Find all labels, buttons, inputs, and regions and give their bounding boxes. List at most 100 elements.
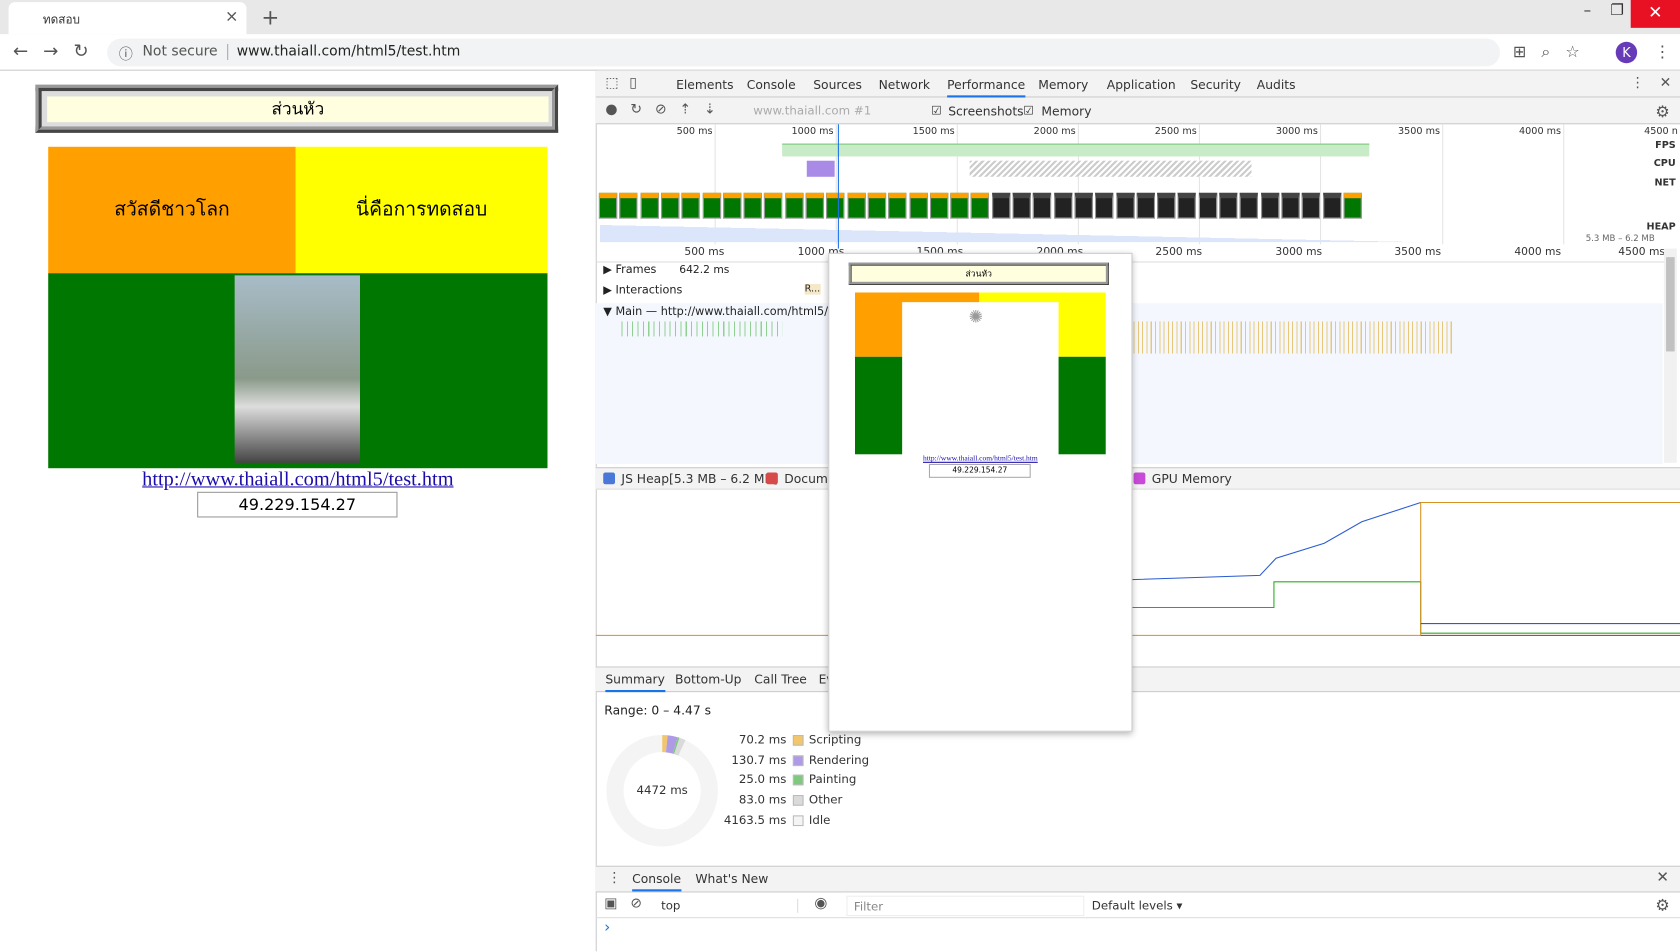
overview-tick: 3000 ms xyxy=(1275,126,1318,138)
devtools-tab[interactable]: Audits xyxy=(1256,77,1296,93)
popup-loading xyxy=(902,302,1059,463)
summary-name: Idle xyxy=(808,812,831,827)
bottom-tab[interactable]: Summary xyxy=(605,672,665,693)
fps-bar xyxy=(782,143,1370,157)
gear: ⚙ xyxy=(1655,101,1670,122)
filmstrip-frame xyxy=(1343,192,1362,219)
cpu-spike xyxy=(806,160,835,177)
cell-left: สวัสดีชาวโลก xyxy=(48,146,296,274)
timeline-tick: 500 ms xyxy=(684,246,725,259)
filmstrip-frame xyxy=(1157,192,1176,219)
filmstrip-frame xyxy=(1198,192,1217,219)
filmstrip-frame xyxy=(1281,192,1300,219)
summary-name: Rendering xyxy=(808,752,870,767)
donut-segment xyxy=(665,735,678,754)
counter-label: JS Heap[5.3 MB – 6.2 MB] xyxy=(621,471,778,487)
lane-label: CPU xyxy=(1653,158,1676,170)
console-gear: ⚙ xyxy=(1655,895,1670,916)
filmstrip-frame xyxy=(764,192,783,219)
heap-area xyxy=(600,225,1421,243)
drawer-tab[interactable]: Console xyxy=(632,871,682,892)
summary-swatch xyxy=(792,755,804,766)
screenshots-label: Screenshots xyxy=(948,103,1024,119)
filmstrip-frame xyxy=(1115,192,1135,219)
devtools-tab[interactable]: Sources xyxy=(813,77,862,93)
counter-check[interactable] xyxy=(603,472,616,485)
devtools-tab[interactable]: Application xyxy=(1106,77,1176,93)
devtools-tab[interactable]: Elements xyxy=(676,77,734,93)
summary-swatch xyxy=(792,815,804,826)
lane-label: NET xyxy=(1654,177,1676,189)
overview-grid xyxy=(956,124,958,245)
filmstrip-frame xyxy=(1219,192,1238,219)
levels[interactable]: Default levels ▾ xyxy=(1091,898,1183,913)
summary-swatch xyxy=(792,795,804,806)
timeline-tick: 3500 ms xyxy=(1394,246,1442,259)
range: Range: 0 – 4.47 s xyxy=(604,702,712,718)
nodes-line xyxy=(1131,581,1680,634)
filmstrip-frame xyxy=(660,192,680,219)
popup-ip: 49.229.154.27 xyxy=(928,463,1031,478)
filmstrip-frame xyxy=(1095,192,1114,219)
devtools-tab[interactable]: Network xyxy=(878,77,931,93)
lane-label: HEAP xyxy=(1646,221,1676,233)
timeline-tick: 1500 ms xyxy=(890,246,964,258)
summary-value: 130.7 ms xyxy=(731,752,787,767)
popup-link: http://www.thaiall.com/html5/test.htm xyxy=(922,454,1038,463)
filmstrip-frame xyxy=(805,192,824,219)
profile[interactable]: K xyxy=(1615,41,1638,64)
counter-check[interactable] xyxy=(766,472,778,485)
ip-box: 49.229.154.27 xyxy=(197,491,398,518)
filmstrip-frame xyxy=(826,192,845,219)
devtools-tab[interactable]: Console xyxy=(746,77,796,93)
overview-grid xyxy=(1077,124,1079,245)
context-select[interactable]: top xyxy=(661,898,799,913)
interactions-label: ▶ Interactions xyxy=(603,283,683,297)
overview-tick: 1000 ms xyxy=(791,126,834,138)
listeners-line xyxy=(595,501,1680,636)
link[interactable]: http://www.thaiall.com/html5/test.htm xyxy=(142,468,454,491)
summary-value: 25.0 ms xyxy=(738,772,787,787)
new-tab[interactable]: + xyxy=(261,4,280,31)
main-activity xyxy=(1133,321,1456,354)
devtools-tab[interactable]: Performance xyxy=(947,77,1026,98)
filmstrip-frame xyxy=(1322,192,1341,219)
filmstrip-frame xyxy=(888,192,907,219)
popup-header-frame xyxy=(848,262,1109,286)
timeline-tick: 2500 ms xyxy=(1155,246,1203,259)
bottom-tab[interactable]: Call Tree xyxy=(754,671,807,687)
timeline-tick: 4500 ms xyxy=(1618,246,1666,259)
devtools-icons: ⬚▯ xyxy=(605,75,648,92)
recording-select[interactable]: www.thaiall.com #1 xyxy=(753,103,872,118)
filter[interactable]: Filter xyxy=(846,895,1085,917)
devtools-tab[interactable]: Memory xyxy=(1038,77,1089,93)
overview-grid xyxy=(1320,124,1322,245)
memory-label: Memory xyxy=(1041,103,1092,119)
photo xyxy=(234,275,361,463)
cpu-hatch xyxy=(969,160,1252,177)
bottom-tabbar xyxy=(595,666,1680,693)
summary-swatch xyxy=(792,775,804,786)
tab[interactable] xyxy=(8,2,247,35)
filmstrip-frame xyxy=(929,192,948,219)
bottom-tab[interactable]: Bottom-Up xyxy=(675,671,742,687)
filmstrip-frame xyxy=(681,192,700,219)
nav-buttons: ←→↻ xyxy=(12,40,104,63)
counter-check[interactable] xyxy=(1133,472,1146,485)
omnibox[interactable] xyxy=(107,38,1501,67)
filmstrip-frame xyxy=(1033,192,1052,219)
drawer-menu: ⋮ xyxy=(607,870,622,887)
devtools-tab[interactable]: Security xyxy=(1190,77,1241,93)
donut-total: 4472 ms xyxy=(636,783,688,798)
main-activity xyxy=(621,321,783,337)
overview-tick: 4500 n xyxy=(1644,126,1678,138)
summary-value: 83.0 ms xyxy=(738,792,787,807)
popup-spinner: ✺ xyxy=(968,306,983,327)
console-icons: ▣⊘ xyxy=(604,895,655,912)
lane-label: FPS xyxy=(1655,140,1676,152)
filmstrip-frame xyxy=(640,192,659,219)
window-close: ✕ xyxy=(1630,0,1680,28)
drawer-tab[interactable]: What's New xyxy=(695,871,769,887)
tab-title: ทดสอบ xyxy=(42,12,81,27)
summary-name: Other xyxy=(808,792,843,807)
